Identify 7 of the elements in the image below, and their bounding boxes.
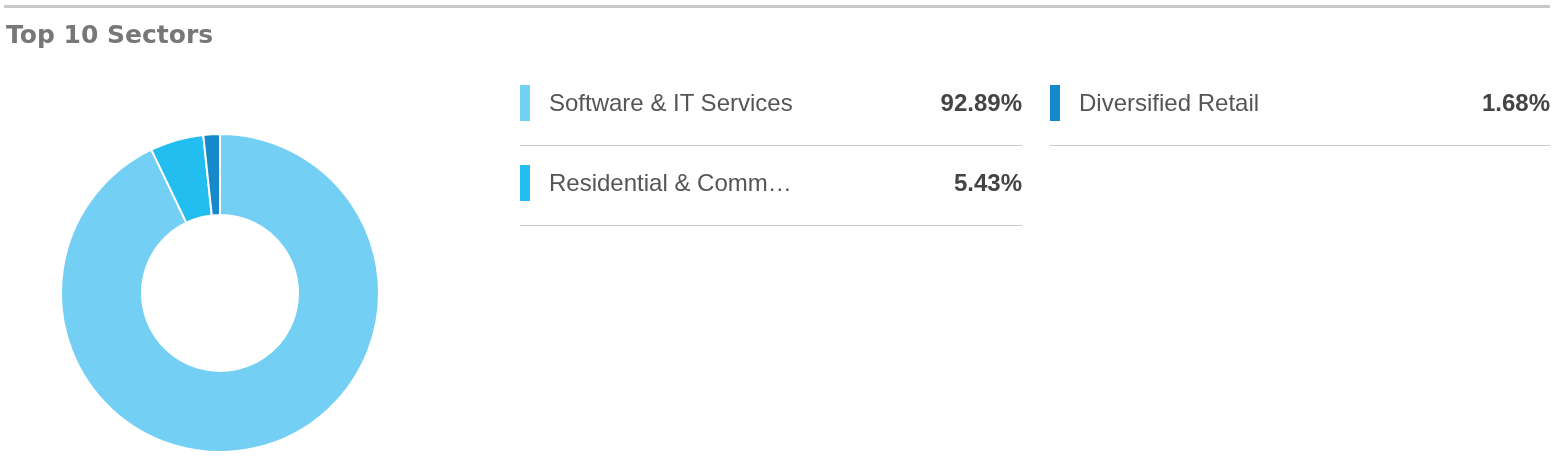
data-label: 1.68%	[1481, 88, 1550, 117]
data-label: 5.43%	[953, 168, 1022, 197]
legend-label: Diversified Retail	[1079, 88, 1261, 117]
legend-label: Residential & Comm…	[549, 168, 793, 197]
data-label: 92.89%	[940, 88, 1022, 117]
chart-title: Top 10 Sectors	[6, 20, 214, 49]
legend-label: Software & IT Services	[549, 88, 794, 117]
